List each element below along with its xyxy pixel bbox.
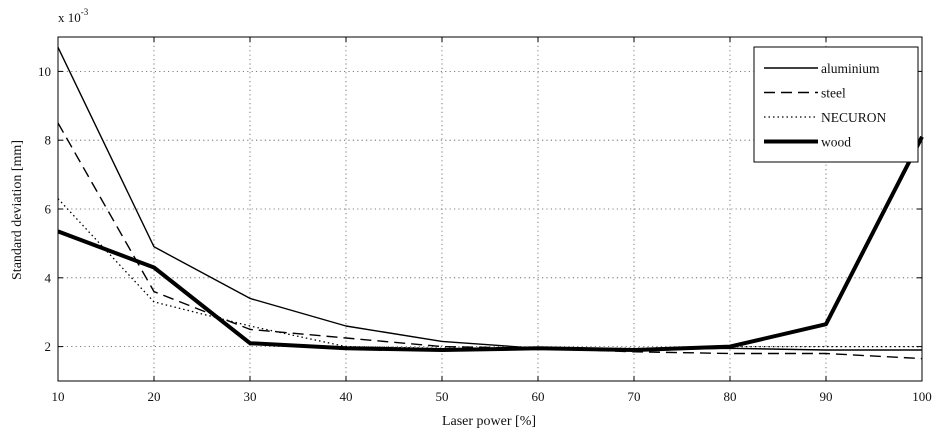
x-tick-label: 100: [912, 389, 932, 404]
legend-label-steel: steel: [821, 86, 846, 101]
y-tick-label: 10: [38, 64, 51, 79]
legend-label-wood: wood: [821, 135, 851, 150]
x-axis-label: Laser power [%]: [442, 414, 536, 429]
x-tick-label: 30: [244, 389, 257, 404]
x-tick-labels: 10 20 30 40 50 60 70 80 90 100: [52, 389, 932, 404]
series-line-necuron: [57, 198, 922, 349]
y-tick-label: 4: [45, 270, 52, 285]
y-axis-label: Standard deviation [mm]: [10, 140, 25, 280]
y-tick-label: 8: [45, 133, 52, 148]
y-tick-label: 6: [45, 202, 52, 217]
x-tick-label: 60: [532, 389, 545, 404]
x-tick-label: 10: [52, 389, 65, 404]
legend: aluminium steel NECURON wood: [753, 46, 919, 163]
y-exponent-power: -3: [81, 7, 89, 17]
legend-label-necuron: NECURON: [821, 110, 887, 125]
y-tick-labels: 2 4 6 8 10: [38, 64, 52, 354]
grid-lines: [58, 37, 922, 381]
x-tick-label: 40: [340, 389, 353, 404]
series-line-wood: [57, 135, 924, 352]
y-exponent-label: x 10-3: [58, 7, 89, 25]
x-tick-label: 70: [628, 389, 641, 404]
x-tick-label: 90: [820, 389, 833, 404]
series-line-aluminium: [57, 46, 922, 351]
x-tick-label: 50: [436, 389, 449, 404]
legend-label-aluminium: aluminium: [821, 61, 880, 76]
x-tick-label: 20: [148, 389, 161, 404]
series-lines: [57, 46, 924, 360]
x-tick-label: 80: [724, 389, 737, 404]
y-tick-label: 2: [45, 339, 52, 354]
